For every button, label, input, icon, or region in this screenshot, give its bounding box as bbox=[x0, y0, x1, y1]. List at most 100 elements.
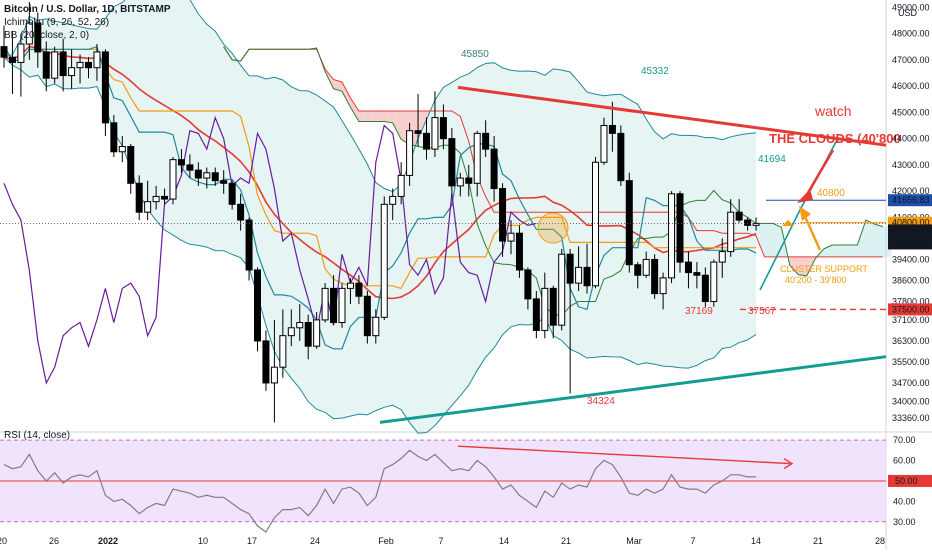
price-tick-label: 44000.00 bbox=[892, 134, 930, 144]
candle-body bbox=[507, 232, 515, 242]
candle-body bbox=[701, 274, 709, 303]
price-label-mid: 40800.00 bbox=[892, 218, 930, 228]
time-tick-label: 28 bbox=[875, 536, 885, 546]
cloud-segment bbox=[772, 222, 782, 258]
candle bbox=[76, 54, 84, 84]
candle bbox=[321, 283, 329, 323]
candle bbox=[93, 44, 101, 81]
candle-body bbox=[118, 146, 126, 153]
rsi-tick-label: 30.00 bbox=[893, 517, 916, 527]
candle-body bbox=[625, 180, 633, 266]
candle-body bbox=[524, 269, 532, 300]
candle-body bbox=[676, 193, 684, 263]
time-tick-label: 14 bbox=[499, 536, 509, 546]
annotation-low-37567: 37567 bbox=[748, 306, 776, 317]
currency-label: USD bbox=[898, 8, 918, 18]
candles bbox=[0, 2, 760, 423]
candle bbox=[549, 285, 557, 339]
candle-body bbox=[608, 124, 616, 134]
candle-body bbox=[59, 51, 67, 77]
indicator-bb-label[interactable]: BB (20, close, 2, 0) bbox=[4, 30, 90, 41]
annotation-low-37169: 37169 bbox=[685, 306, 713, 317]
candle bbox=[161, 188, 169, 205]
candle bbox=[279, 309, 287, 378]
price-tick-label: 42000.00 bbox=[892, 186, 930, 196]
rsi-tick-label: 40.00 bbox=[893, 496, 916, 506]
candle bbox=[338, 283, 346, 328]
time-tick-label: 7 bbox=[438, 536, 443, 546]
candle bbox=[499, 183, 507, 257]
price-label-countdown: 18:36:02 bbox=[893, 238, 928, 248]
candle-body bbox=[423, 132, 430, 150]
lagging-span-line bbox=[3, 115, 537, 385]
candle-body bbox=[152, 195, 160, 203]
time-tick-label: 10 bbox=[198, 536, 208, 546]
candle-body bbox=[710, 261, 718, 303]
cloud-segment bbox=[358, 110, 368, 122]
candle-body bbox=[169, 159, 177, 200]
cloud-segment bbox=[848, 244, 858, 258]
time-tick-label: 21 bbox=[561, 536, 571, 546]
candle-body bbox=[330, 287, 338, 324]
candle bbox=[600, 117, 608, 165]
candle bbox=[515, 225, 523, 278]
indicator-rsi-label[interactable]: RSI (14, close) bbox=[4, 430, 71, 441]
candle bbox=[625, 172, 633, 273]
time-tick-label: 14 bbox=[751, 536, 761, 546]
candle bbox=[127, 143, 135, 194]
price-tick-label: 37800.00 bbox=[892, 297, 930, 307]
candle bbox=[423, 117, 430, 160]
candle-body bbox=[617, 132, 625, 182]
candle-body bbox=[465, 177, 473, 184]
candle bbox=[448, 128, 456, 197]
candle bbox=[558, 248, 566, 331]
candle-body bbox=[541, 287, 549, 331]
candle bbox=[110, 114, 118, 158]
candle-body bbox=[279, 335, 287, 368]
price-tick-label: 48000.00 bbox=[892, 29, 930, 39]
candle-body bbox=[161, 195, 169, 200]
candle-body bbox=[668, 193, 676, 279]
candle bbox=[0, 25, 8, 68]
candle bbox=[355, 275, 363, 305]
price-tick-label: 45000.00 bbox=[892, 107, 930, 117]
candle bbox=[135, 175, 143, 221]
candle-body bbox=[431, 117, 439, 150]
candle-body bbox=[558, 253, 566, 326]
candle-body bbox=[228, 182, 236, 205]
candle bbox=[532, 291, 540, 339]
candle-body bbox=[718, 251, 726, 263]
cluster-arrow-head bbox=[799, 206, 811, 221]
candle bbox=[287, 309, 295, 347]
candle-body bbox=[101, 51, 109, 124]
candle-body bbox=[76, 61, 84, 69]
indicator-ichimoku-label[interactable]: Ichimoku (9, 26, 52, 26) bbox=[4, 17, 110, 28]
candle bbox=[676, 191, 684, 273]
candle-body bbox=[651, 258, 659, 295]
price-tick-label: 49000.00 bbox=[892, 2, 930, 12]
candle-body bbox=[693, 272, 701, 276]
price-label-upper: 41656.83 bbox=[892, 195, 930, 205]
candle bbox=[583, 243, 591, 294]
price-label-support: 37500.00 bbox=[892, 304, 930, 314]
price-tick-label: 35500.00 bbox=[892, 357, 930, 367]
cluster-arrow bbox=[801, 211, 822, 251]
rsi-current-label: 50.00 bbox=[895, 476, 918, 486]
candle bbox=[524, 267, 532, 310]
candle-body bbox=[127, 146, 135, 184]
candle-body bbox=[245, 219, 253, 271]
candle-body bbox=[549, 287, 557, 326]
clouds-arrow-head bbox=[797, 189, 813, 203]
candle bbox=[744, 217, 752, 231]
rsi-line bbox=[3, 449, 756, 533]
candle bbox=[203, 167, 211, 189]
support-trendline bbox=[379, 355, 887, 424]
candle-body bbox=[237, 203, 245, 221]
resistance-trendline bbox=[457, 85, 887, 147]
candle-body bbox=[194, 169, 202, 179]
time-tick-label: 20 bbox=[0, 536, 7, 546]
candle-body bbox=[17, 43, 25, 63]
symbol-label: Bitcoin / U.S. Dollar, 1D, BITSTAMP bbox=[4, 4, 171, 15]
